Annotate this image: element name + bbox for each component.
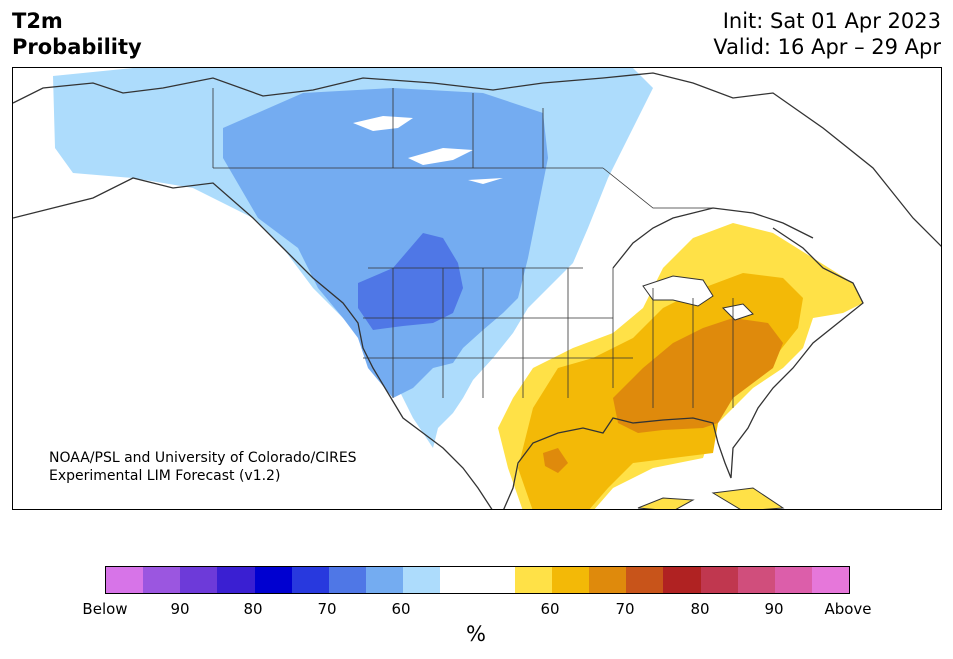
- map-panel: [12, 67, 942, 510]
- colorbar-tick-label: 90: [170, 600, 190, 618]
- credit-text: NOAA/PSL and University of Colorado/CIRE…: [49, 449, 357, 485]
- political-borders: [212, 88, 734, 408]
- colorbar-segment: [217, 567, 255, 593]
- colorbar-segment: [774, 567, 812, 593]
- colorbar-segment: [143, 567, 181, 593]
- colorbar-segment: [626, 567, 664, 593]
- colorbar-segment: [366, 567, 404, 593]
- colorbar-unit: %: [466, 622, 486, 646]
- colorbar-segment: [440, 567, 478, 593]
- credit-line-1: NOAA/PSL and University of Colorado/CIRE…: [49, 450, 357, 466]
- colorbar-tick-label: 90: [764, 600, 784, 618]
- colorbar-tick-label: 80: [243, 600, 263, 618]
- colorbar-tick-label: Below: [82, 600, 128, 618]
- prob-region-mid-blue: [223, 88, 548, 398]
- credit-line-2: Experimental LIM Forecast (v1.2): [49, 468, 281, 484]
- colorbar-segment: [811, 567, 850, 593]
- init-date: Init: Sat 01 Apr 2023: [722, 9, 941, 33]
- colorbar-segment: [106, 567, 144, 593]
- colorbar-tick-label: 80: [690, 600, 710, 618]
- forecast-map: [13, 68, 941, 509]
- colorbar-segment: [403, 567, 441, 593]
- colorbar-tick-label: 70: [317, 600, 337, 618]
- great-lakes: [642, 275, 754, 321]
- probability-colorbar: [105, 566, 850, 594]
- colorbar-segment: [477, 567, 515, 593]
- colorbar-tick-label: 60: [391, 600, 411, 618]
- caribbean-islands: [637, 487, 785, 509]
- colorbar-segment: [589, 567, 627, 593]
- colorbar-segment: [291, 567, 329, 593]
- colorbar-segment: [737, 567, 775, 593]
- colorbar-tick-label: 70: [615, 600, 635, 618]
- colorbar-segment: [663, 567, 701, 593]
- colorbar-segment: [180, 567, 218, 593]
- colorbar-segment: [254, 567, 292, 593]
- title-line-1: T2m: [12, 9, 63, 33]
- forecast-dates: Init: Sat 01 Apr 2023 Valid: 16 Apr – 29…: [713, 8, 941, 60]
- land-outline: [13, 72, 941, 509]
- prob-region-dark-blue: [358, 233, 463, 330]
- valid-period: Valid: 16 Apr – 29 Apr: [713, 35, 941, 59]
- prob-region-orange: [613, 318, 783, 433]
- colorbar-ticks: Below 90 80 70 60 60 70 80 90 Above: [0, 600, 953, 620]
- colorbar-segment: [328, 567, 367, 593]
- title-line-2: Probability: [12, 35, 142, 59]
- colorbar-tick-label: 60: [540, 600, 560, 618]
- chart-title: T2m Probability: [12, 8, 142, 60]
- colorbar-segment: [700, 567, 738, 593]
- colorbar-segment: [514, 567, 552, 593]
- colorbar-segment: [551, 567, 590, 593]
- colorbar-tick-label: Above: [824, 600, 872, 618]
- prob-region-orange-texas: [543, 448, 568, 473]
